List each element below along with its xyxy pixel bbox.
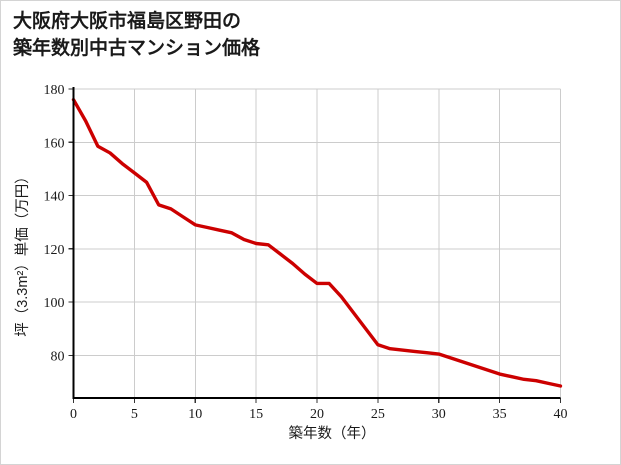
x-tick-label: 30	[432, 407, 446, 422]
x-tick-label: 25	[371, 407, 385, 422]
x-tick-label: 5	[131, 407, 138, 422]
x-tick-label: 35	[493, 407, 507, 422]
y-tick-label: 140	[44, 190, 65, 205]
y-tick-label: 80	[51, 349, 65, 364]
chart-title-line-1: 大阪府大阪市福島区野田の	[13, 11, 242, 32]
x-tick-label: 15	[249, 407, 263, 422]
x-axis-title: 築年数（年）	[289, 424, 376, 442]
x-tick-label: 10	[188, 407, 202, 422]
y-tick-labels: 80 100 120 140 160 180	[44, 83, 65, 364]
y-tick-label: 180	[44, 83, 65, 98]
gridlines	[73, 88, 561, 398]
x-tick-label: 0	[70, 407, 77, 422]
x-tick-label: 40	[554, 407, 568, 422]
y-tick-label: 100	[44, 296, 65, 311]
chart-title: 大阪府大阪市福島区野田の 築年数別中古マンション価格	[13, 9, 593, 63]
data-series-group	[71, 97, 563, 388]
axis-lines	[72, 87, 561, 400]
series-line-坪単価	[71, 97, 563, 388]
chart-title-line-2: 築年数別中古マンション価格	[13, 37, 261, 59]
y-tick-label: 160	[44, 136, 65, 151]
x-tick-labels: 0 5 10 15 20 25 30 35 40	[70, 407, 568, 422]
y-axis-title: 坪（3.3m²）単価（万円）	[14, 169, 31, 337]
y-tick-label: 120	[44, 243, 65, 258]
x-tick-label: 20	[310, 407, 324, 422]
